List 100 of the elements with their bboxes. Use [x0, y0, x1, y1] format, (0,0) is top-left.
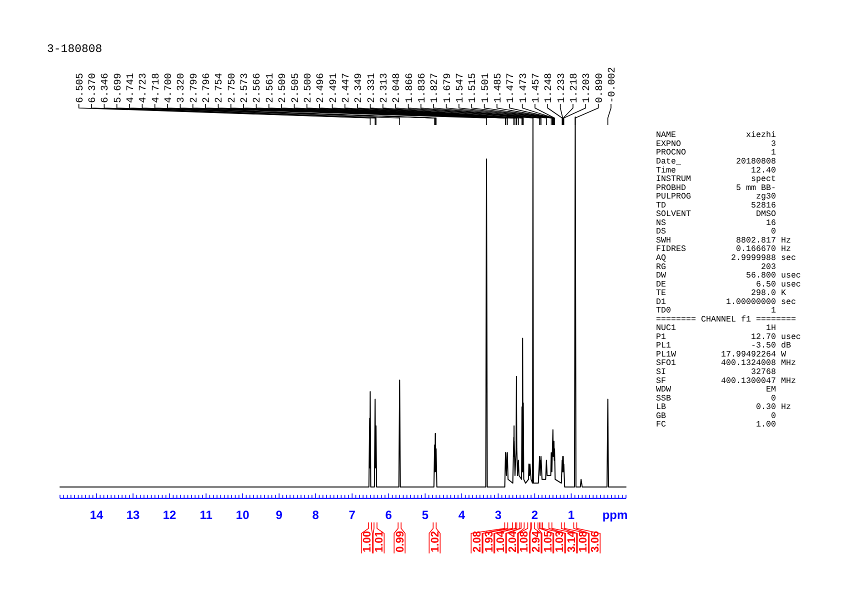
text: WDW EM	[656, 384, 776, 395]
x-tick-label: 13	[126, 508, 140, 522]
annotation: 1.457	[531, 72, 542, 103]
annotation: 1.248	[544, 72, 556, 103]
text: RG 203	[656, 262, 776, 272]
annotation: 2.491	[328, 72, 340, 103]
annotation: 2.500	[303, 72, 314, 103]
annotation: 2.04	[506, 530, 519, 552]
annotation: 2.94	[530, 530, 542, 552]
annotation: 2.447	[341, 72, 352, 103]
text: SF 400.1300047 MHz	[656, 376, 796, 386]
annotation: 2.509	[278, 72, 290, 103]
text: FC 1.00	[656, 420, 776, 430]
x-axis-title: ppm	[602, 508, 628, 522]
annotation: 2.799	[189, 72, 200, 103]
annotation: 2.496	[316, 72, 328, 103]
text: FIDRES 0.166670 Hz	[656, 244, 791, 254]
text: DE 6.50 usec	[656, 279, 801, 290]
text: P1 12.70 usec	[656, 332, 801, 342]
annotation: 1.93	[483, 530, 496, 552]
annotation: 1.00	[362, 530, 374, 552]
text: NS 16	[656, 218, 776, 228]
annotation: 0.99	[394, 530, 406, 552]
x-tick-label: 5	[422, 508, 429, 522]
text: Date_ 20180808	[656, 156, 776, 167]
x-tick-label: 2	[531, 508, 538, 522]
text: SFO1 400.1324008 MHz	[656, 358, 796, 368]
x-tick-label: 3	[494, 508, 502, 522]
x-tick-label: 7	[348, 508, 356, 522]
text: PL1 -3.50 dB	[656, 340, 791, 351]
text: NUC1 1H	[656, 323, 776, 334]
text: PL1W 17.99492264 W	[656, 349, 786, 360]
annotation: 2.573	[240, 72, 252, 103]
annotation: 1.679	[442, 72, 454, 103]
annotation: -0.002	[608, 66, 618, 103]
annotation: 2.048	[392, 72, 404, 103]
text: PROCNO 1	[656, 148, 776, 158]
annotation: 1.501	[480, 72, 492, 103]
annotation: 1.218	[569, 72, 580, 103]
annotation: 4.723	[138, 72, 150, 103]
annotation: 2.566	[252, 72, 264, 103]
annotation: 1.233	[556, 72, 568, 103]
annotation: 1.02	[430, 530, 442, 552]
annotation: 3.14	[566, 530, 578, 552]
text: AQ 2.9999988 sec	[656, 252, 796, 263]
x-tick-label: 6	[385, 508, 392, 522]
annotation: 3.06	[589, 530, 602, 552]
text: EXPNO 3	[656, 138, 776, 149]
text: NAME xiezhi	[656, 130, 776, 140]
annotation: 1.866	[404, 72, 416, 103]
annotation: 4.718	[151, 72, 162, 103]
text: PULPROG zg30	[656, 192, 776, 202]
annotation: 1.04	[495, 530, 508, 552]
x-tick-label: 1	[568, 508, 575, 522]
annotation: 2.796	[202, 72, 214, 103]
text: TD 52816	[656, 200, 776, 210]
text: Time 12.40	[656, 165, 776, 176]
annotation: 5.699	[113, 72, 124, 103]
text: PROBHD 5 mm BB-	[656, 182, 776, 193]
x-tick-label: 12	[162, 508, 177, 522]
annotation: 6.505	[75, 72, 86, 103]
x-tick-label: 11	[200, 508, 213, 522]
text: D1 1.00000000 sec	[656, 296, 796, 307]
text: SWH 8802.817 Hz	[656, 235, 791, 246]
text: DW 56.800 usec	[656, 270, 801, 281]
x-tick-label: 4	[458, 508, 466, 522]
x-tick-label: 14	[90, 508, 104, 522]
annotation: 1.827	[430, 72, 442, 103]
x-tick-label: 8	[312, 508, 320, 522]
text: TE 298.0 K	[656, 288, 786, 298]
annotation: 2.505	[290, 72, 302, 103]
annotation: 1.203	[582, 72, 594, 103]
annotation: 1.05	[542, 530, 554, 552]
annotation: 1.836	[417, 72, 428, 103]
annotation: 2.750	[227, 72, 238, 103]
annotation: 1.473	[518, 72, 530, 103]
annotation: 2.561	[265, 72, 276, 103]
annotation: 2.08	[471, 530, 484, 552]
annotation: 1.485	[493, 72, 504, 103]
x-tick-label: 9	[276, 508, 283, 522]
text: SI 32768	[656, 366, 776, 377]
annotation: 1.08	[518, 530, 531, 552]
annotation: 6.370	[88, 72, 100, 103]
annotation: 1.515	[468, 72, 480, 103]
annotation: 1.08	[578, 530, 590, 552]
annotation: 1.477	[506, 72, 518, 103]
annotation: 4.741	[126, 72, 138, 103]
text: GB 0	[656, 410, 776, 421]
annotation: 6.346	[100, 72, 112, 103]
text: DS 0	[656, 226, 776, 237]
text: SOLVENT DMSO	[656, 209, 776, 220]
x-tick-label: 10	[236, 508, 250, 522]
annotation: 1.547	[455, 72, 466, 103]
chart-title: 3-180808	[47, 43, 102, 56]
annotation: 0.890	[594, 72, 606, 103]
annotation: 4.700	[164, 72, 176, 103]
annotation: 1.03	[554, 530, 566, 552]
text: SSB 0	[656, 393, 776, 404]
annotation: 3.320	[176, 72, 188, 103]
text: TD0 1	[656, 306, 776, 316]
